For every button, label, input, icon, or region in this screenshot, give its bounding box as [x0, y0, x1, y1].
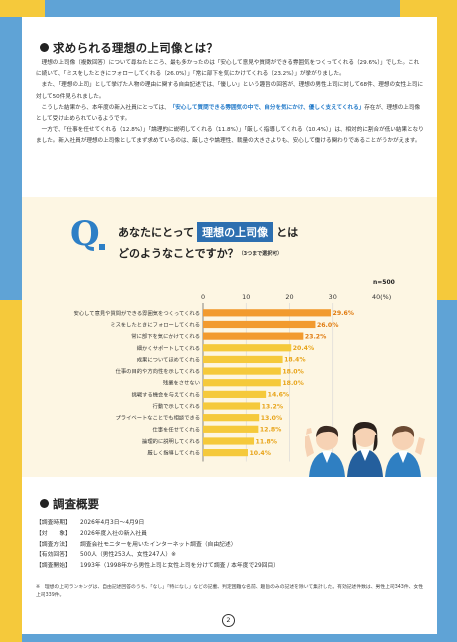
- survey-row: 【調査方法】 調査会社モニターを用いたインターネット調査（自由記述）: [36, 540, 279, 551]
- survey-row-value: 2026年度入社の新入社員: [80, 530, 147, 537]
- survey-row-key: 【有効回答】: [36, 552, 71, 559]
- body-paragraph: 理想の上司像（複数回答）について尋ねたところ、最も多かったのは「安心して意見や質…: [36, 58, 424, 80]
- highlight-text: 「安心して質問できる雰囲気の中で、自分を気にかけ、優しく支えてくれる」: [169, 104, 365, 111]
- body-text-span: 理想の上司像（複数回答）について尋ねたところ、最も多かったのは「安心して意見や質…: [36, 60, 420, 78]
- body-text-span: 一方で、「仕事を任せてくれる（12.8%）」「論理的に説明してくれる（11.8%…: [36, 127, 424, 145]
- survey-row-key: 【調査方法】: [36, 541, 71, 548]
- survey-details: 【調査時期】 2026年4月3日～4月9日 【対 象】 2026年度入社の新入社員 【調…: [36, 518, 279, 572]
- side-decoration-right: [437, 0, 457, 300]
- survey-row: 【有効回答】 500人（男性253人、女性247人）※: [36, 550, 279, 561]
- side-decoration-left: [0, 300, 22, 642]
- body-paragraph: 一方で、「仕事を任せてくれる（12.8%）」「論理的に説明してくれる（11.8%…: [36, 125, 424, 147]
- bullet-icon: [40, 499, 49, 508]
- page-number: 2: [222, 614, 235, 627]
- question-note: （3つまで選択可）: [238, 251, 283, 257]
- survey-row-key: 【対 象】: [36, 530, 71, 537]
- sample-size-label: n=500: [373, 279, 395, 286]
- question-mark-letter: Q: [70, 214, 100, 254]
- person-left-icon: [305, 425, 345, 477]
- survey-row: 【調査時期】 2026年4月3日～4月9日: [36, 518, 279, 529]
- survey-row-value: 2026年4月3日～4月9日: [80, 520, 145, 526]
- survey-row-key: 【調査開始】: [36, 563, 71, 570]
- question-title-line2: どのようなことですか？（3つまで選択可）: [118, 247, 283, 260]
- body-text-span: また、「理想の上司」として挙げた人物の理由に関する自由記述では、「優しい」という…: [36, 82, 424, 100]
- corner-decoration-top-left: [0, 0, 45, 17]
- survey-row-key: 【調査時期】: [36, 520, 71, 526]
- footnote: ※ 理想の上司ランキングは、自由記述回答のうち、「なし」「特になし」などの記載、…: [36, 585, 424, 598]
- question-highlight-box: 理想の上司像: [197, 222, 274, 242]
- person-right-icon: [385, 426, 425, 477]
- body-text: 理想の上司像（複数回答）について尋ねたところ、最も多かったのは「安心して意見や質…: [36, 58, 424, 148]
- survey-heading: 調査概要: [40, 496, 99, 512]
- person-center-icon: [347, 421, 383, 477]
- question-dot: [99, 244, 105, 250]
- body-text-span: 存在が、理想の上司像として受け止められているようです。: [36, 104, 421, 123]
- survey-row-value: 500人（男性253人、女性247人）※: [80, 552, 177, 559]
- body-text-span: こうした結果から、本年度の新入社員にとっては、: [41, 104, 170, 111]
- survey-row: 【調査開始】 1993年（1998年から男性上司と女性上司を分けて調査 / 本年度…: [36, 561, 279, 572]
- bullet-icon: [40, 43, 49, 52]
- section-heading: 求められる理想の上司像とは？: [40, 40, 218, 56]
- question-title-line1: あなたにとって 理想の上司像 とは: [118, 222, 298, 242]
- body-paragraph: また、「理想の上司」として挙げた人物の理由に関する自由記述では、「優しい」という…: [36, 80, 424, 102]
- survey-row-value: 1993年（1998年から男性上司と女性上司を分けて調査 / 本年度で29回目）: [80, 563, 280, 570]
- people-illustration: [305, 421, 425, 477]
- survey-row: 【対 象】 2026年度入社の新入社員: [36, 529, 279, 540]
- survey-row-value: 調査会社モニターを用いたインターネット調査（自由記述）: [80, 541, 237, 548]
- body-paragraph: こうした結果から、本年度の新入社員にとっては、「安心して質問できる雰囲気の中で、…: [36, 103, 424, 125]
